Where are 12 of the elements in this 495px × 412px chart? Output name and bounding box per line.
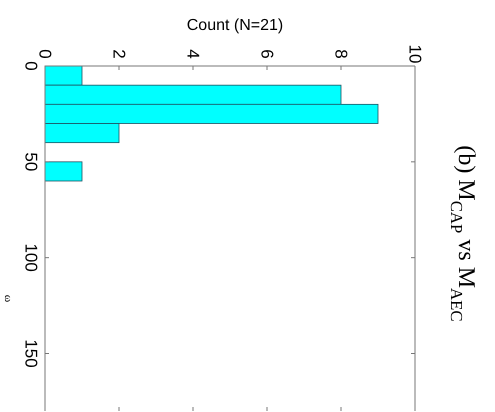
- y-tick-label: 150: [22, 339, 40, 368]
- x-tick-label: 10: [406, 44, 424, 64]
- x-tick-label: 2: [110, 49, 128, 59]
- y-tick-label: 50: [22, 152, 40, 172]
- x-axis-title: Count (N=21): [186, 17, 284, 34]
- x-tick-label: 4: [184, 49, 202, 59]
- x-tick-label: 6: [258, 49, 276, 59]
- x-tick-label: 8: [332, 49, 350, 59]
- y-tick-label: 100: [22, 243, 40, 272]
- x-tick-label: 0: [36, 49, 54, 59]
- y-tick-label: 0: [22, 61, 40, 71]
- y-axis-title: ω: [2, 294, 14, 302]
